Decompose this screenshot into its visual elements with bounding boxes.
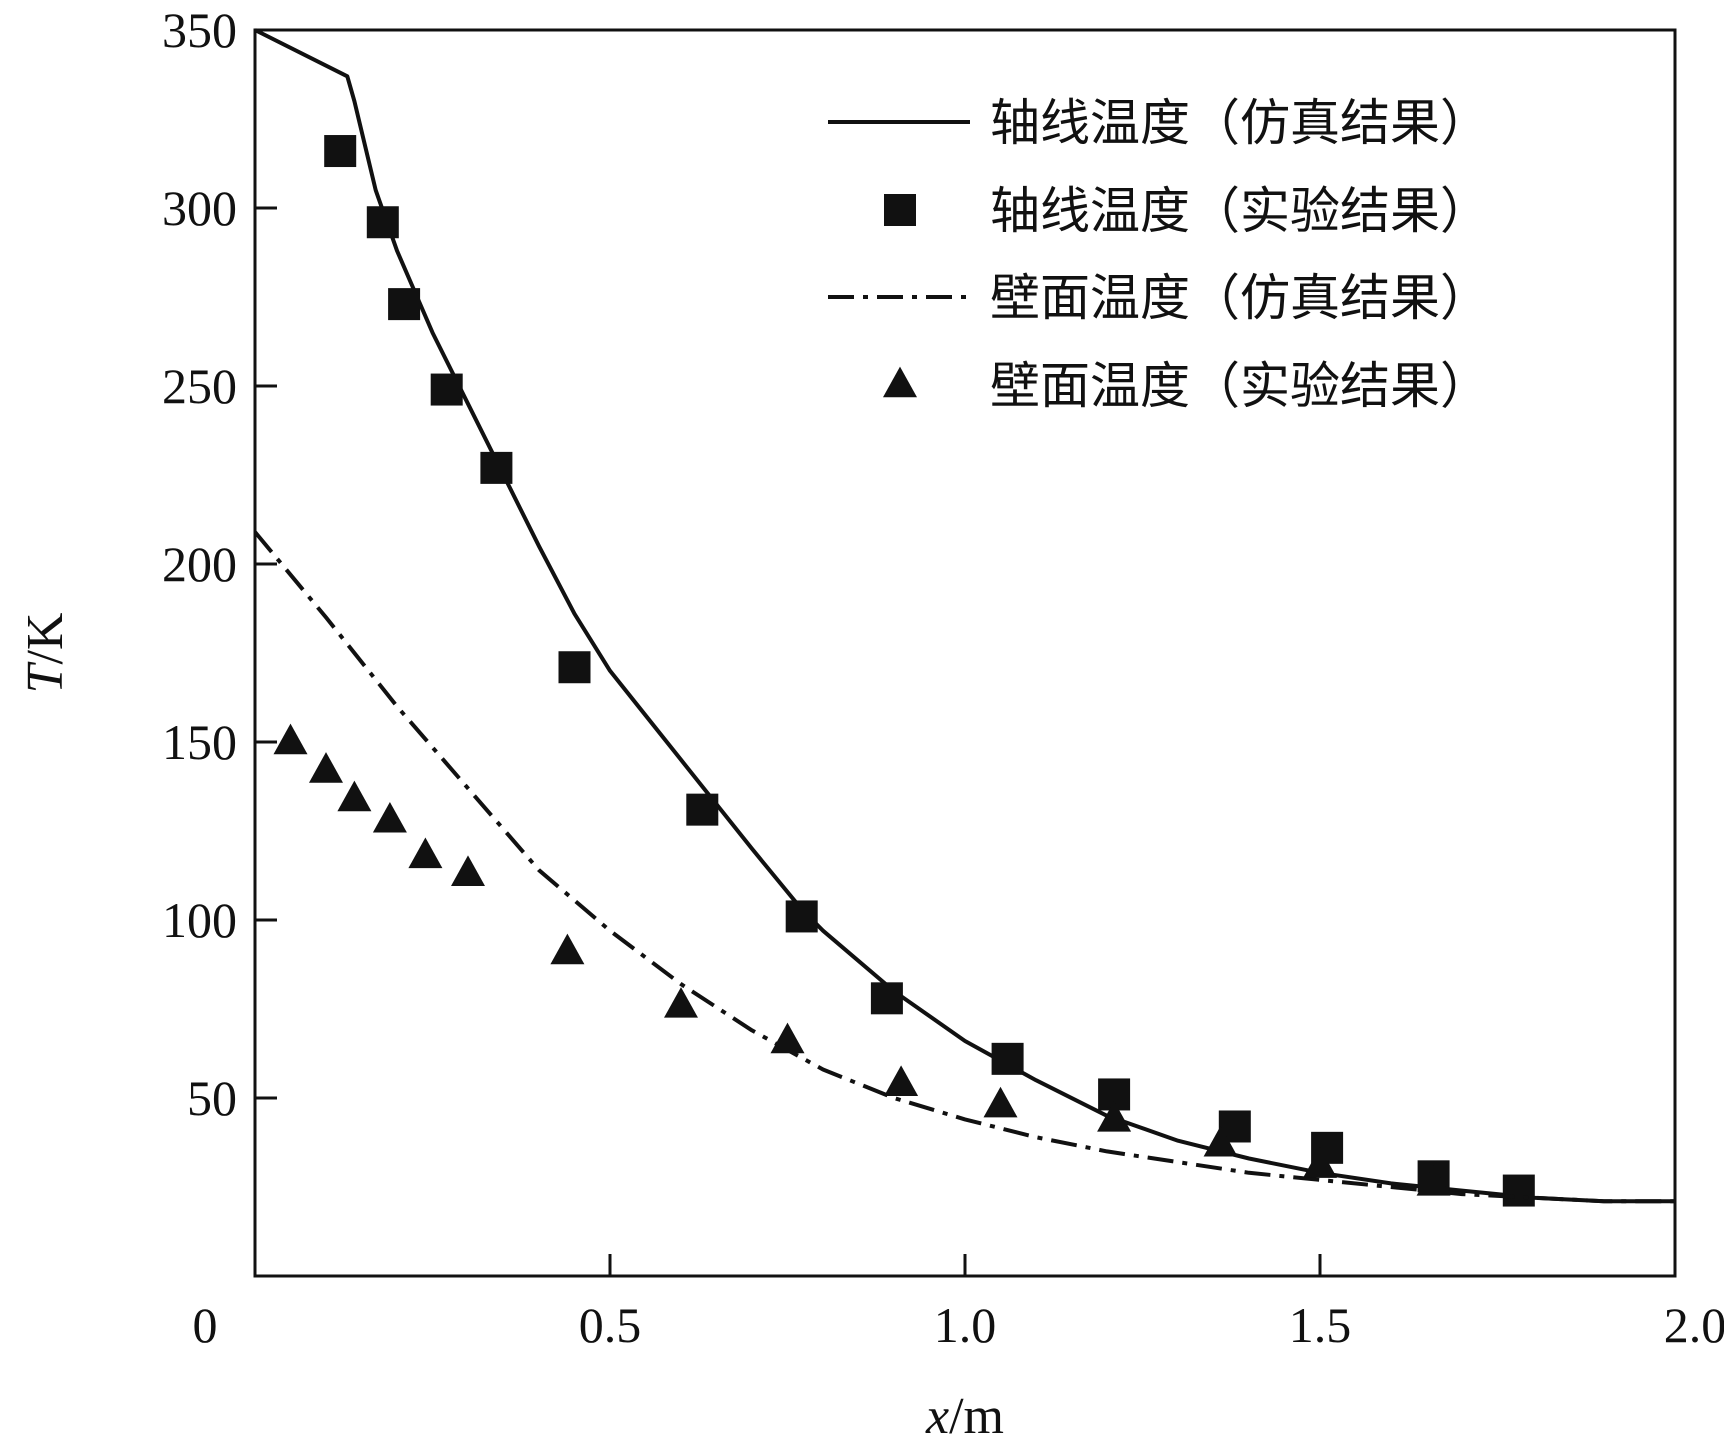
legend-label: 轴线温度（实验结果） <box>990 182 1490 240</box>
data-point-square <box>991 1042 1024 1075</box>
legend-item: 壁面温度（实验结果） <box>883 357 1490 415</box>
y-axis-var: T <box>17 661 74 693</box>
data-point-triangle <box>408 837 443 869</box>
y-axis-ticks: 50 100 150 200 250 300 350 <box>162 2 277 1126</box>
legend-swatch-square <box>884 194 916 226</box>
data-point-triangle <box>884 1065 919 1096</box>
data-point-square <box>480 451 513 484</box>
data-point-square <box>388 288 421 321</box>
data-point-square <box>785 900 818 933</box>
x-tick-label: 0.5 <box>579 1297 642 1353</box>
legend-item: 轴线温度（仿真结果） <box>828 94 1490 152</box>
legend: 轴线温度（仿真结果） 轴线温度（实验结果） 壁面温度（仿真结果） 壁面温度（实验结果） <box>828 94 1490 415</box>
y-axis-unit: /K <box>17 612 74 664</box>
legend-item: 轴线温度（实验结果） <box>884 182 1490 240</box>
y-tick-label: 50 <box>187 1070 237 1126</box>
series-4 <box>273 723 1451 1196</box>
x-axis-unit: /m <box>949 1388 1004 1445</box>
data-point-triangle <box>770 1022 805 1054</box>
series-layer <box>253 28 1675 1207</box>
x-tick-label: 1.0 <box>934 1297 997 1353</box>
x-tick-label: 2.0 <box>1664 1297 1724 1353</box>
data-point-square <box>558 651 591 684</box>
data-point-triangle <box>1097 1101 1132 1132</box>
data-point-triangle <box>983 1086 1018 1118</box>
y-tick-label: 200 <box>162 536 237 592</box>
legend-label: 轴线温度（仿真结果） <box>990 94 1490 152</box>
legend-item: 壁面温度（仿真结果） <box>828 269 1490 327</box>
data-point-triangle <box>273 723 308 755</box>
y-tick-label: 250 <box>162 358 237 414</box>
data-point-triangle <box>309 752 343 783</box>
legend-label: 壁面温度（仿真结果） <box>990 269 1490 327</box>
legend-label: 壁面温度（实验结果） <box>990 357 1490 415</box>
data-point-triangle <box>372 801 407 833</box>
x-axis-var: x <box>925 1388 949 1445</box>
y-tick-label: 300 <box>162 180 237 236</box>
data-point-triangle <box>1303 1147 1337 1178</box>
data-point-square <box>1502 1174 1535 1207</box>
data-point-triangle <box>337 780 372 812</box>
x-axis-ticks: 0 0.5 1.0 1.5 2.0 <box>193 1254 1724 1353</box>
data-point-triangle <box>664 987 698 1018</box>
legend-swatch-triangle <box>883 366 917 398</box>
data-point-triangle <box>1203 1125 1238 1157</box>
x-tick-label: 1.5 <box>1289 1297 1352 1353</box>
y-tick-label: 150 <box>162 714 237 770</box>
series-line <box>253 530 1675 1204</box>
data-point-square <box>870 982 903 1015</box>
x-tick-label: 0 <box>193 1297 218 1353</box>
series-2 <box>324 135 1535 1207</box>
data-point-square <box>366 206 399 239</box>
x-axis-label: x/m <box>925 1388 1004 1445</box>
y-axis-label: T/K <box>17 612 74 693</box>
data-point-square <box>430 373 463 406</box>
data-point-triangle <box>451 855 485 886</box>
data-point-triangle <box>1416 1165 1451 1196</box>
data-point-triangle <box>550 933 585 965</box>
data-point-square <box>686 793 719 826</box>
series-3 <box>253 530 1675 1204</box>
y-tick-label: 100 <box>162 892 237 948</box>
data-point-square <box>324 135 357 168</box>
y-tick-label: 350 <box>162 2 237 58</box>
